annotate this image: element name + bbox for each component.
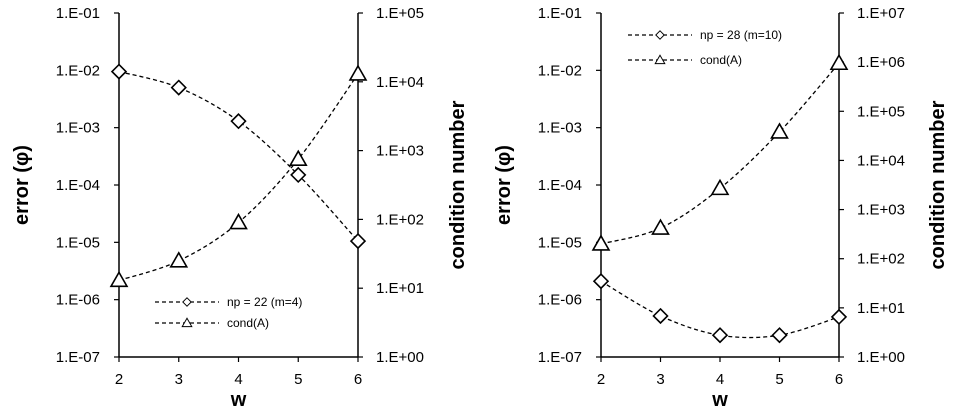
data-point-diamond [230,113,247,130]
series-line-triangle [118,73,359,281]
data-point-triangle [348,64,368,81]
data-point-diamond [711,327,729,344]
data-point-triangle [109,270,129,288]
y2-axis-title: condition number [447,100,469,269]
y2-tick-label: 1.E+00 [857,349,905,366]
series-line-triangle [600,62,840,245]
x-tick-label: 3 [175,371,183,388]
y2-tick-label: 1.E+07 [857,5,905,22]
x-axis-title: w [230,389,247,411]
data-point-diamond [830,308,848,326]
legend-label: np = 28 (m=10) [700,28,782,42]
y-tick-label: 1.E-06 [56,292,100,309]
y2-tick-label: 1.E+02 [376,211,424,228]
y-tick-label: 1.E-02 [538,62,582,79]
y-tick-label: 1.E-03 [56,120,100,137]
y2-tick-label: 1.E+06 [857,54,905,71]
chart-2: 1.E-07 1.E-06 1.E-05 1.E-04 1.E-03 1.E-02 1.E-… [493,5,949,411]
x-tick-label: 5 [775,371,783,388]
data-point-triangle [770,122,789,139]
legend-label: np = 22 (m=4) [227,295,302,309]
x-tick-label: 6 [835,371,843,388]
chart-1: 1.E-07 1.E-06 1.E-05 1.E-04 1.E-03 1.E-02 1.E-… [11,5,469,411]
data-point-triangle [710,178,730,196]
data-point-triangle [829,53,849,71]
y-tick-label: 1.E-05 [538,234,582,251]
series-line-diamond [600,280,840,339]
legend-label: cond(A) [700,53,742,67]
y2-axis-title: condition number [927,100,949,269]
x-tick-label: 3 [656,371,664,388]
legend-marker-diamond [655,30,665,40]
y-axis-title: error (φ) [493,145,515,225]
series-line-diamond [118,70,359,242]
y2-tick-label: 1.E+04 [857,152,905,169]
data-point-diamond [771,327,788,344]
y2-tick-label: 1.E+00 [376,349,424,366]
x-tick-label: 5 [294,371,302,388]
y-axis-title: error (φ) [11,145,33,225]
data-point-triangle [169,251,189,268]
x-tick-label: 4 [234,371,242,388]
x-tick-label: 4 [716,371,724,388]
legend-label: cond(A) [227,316,269,330]
data-point-triangle [591,234,611,251]
y2-tick-label: 1.E+04 [376,74,424,91]
data-point-diamond [110,63,128,80]
x-axis-title: w [711,389,728,411]
data-point-triangle [651,218,670,235]
data-point-triangle [288,149,308,166]
legend-marker-triangle [181,317,193,328]
data-point-diamond [290,166,307,184]
y-tick-label: 1.E-02 [56,62,100,79]
y-tick-label: 1.E-06 [538,292,582,309]
y2-tick-label: 1.E+01 [376,280,424,297]
y2-tick-label: 1.E+01 [857,300,905,317]
data-point-diamond [652,307,669,325]
y-tick-label: 1.E-07 [538,349,582,366]
y-tick-label: 1.E-01 [56,5,100,22]
x-tick-label: 2 [597,371,605,388]
x-tick-label: 2 [115,371,123,388]
y2-tick-label: 1.E+05 [376,5,424,22]
y-tick-label: 1.E-03 [538,120,582,137]
data-point-diamond [592,273,610,290]
legend-marker-triangle [654,54,666,65]
y2-tick-label: 1.E+05 [857,103,905,120]
y-tick-label: 1.E-01 [538,5,582,22]
y2-tick-label: 1.E+03 [857,202,905,219]
y-tick-label: 1.E-05 [56,234,100,251]
data-point-diamond [170,79,187,96]
y2-tick-label: 1.E+02 [857,251,905,268]
legend-marker-diamond [182,297,192,307]
data-point-triangle [229,212,248,230]
x-tick-label: 6 [354,371,362,388]
y-tick-label: 1.E-07 [56,349,100,366]
y-tick-label: 1.E-04 [56,177,100,194]
y-tick-label: 1.E-04 [538,177,582,194]
y2-tick-label: 1.E+03 [376,143,424,160]
data-point-diamond [349,232,367,250]
